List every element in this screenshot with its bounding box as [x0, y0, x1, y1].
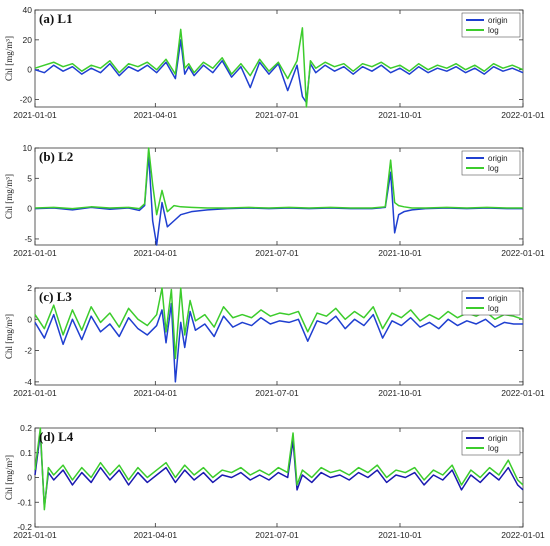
y-tick-label: 0 — [27, 473, 32, 483]
x-tick-label: 2021-07-01 — [255, 530, 299, 540]
x-tick-label: 2021-01-01 — [13, 388, 57, 398]
x-tick-label: 2021-04-01 — [134, 388, 178, 398]
y-axis-label: Chl [mg/m³] — [4, 36, 14, 81]
legend-label-log: log — [488, 444, 499, 453]
y-tick-label: 2 — [27, 283, 32, 293]
x-tick-label: 2021-07-01 — [255, 248, 299, 258]
plot-frame — [34, 427, 524, 528]
y-axis-label: Chl [mg/m³] — [4, 314, 14, 359]
x-tick-label: 2022-01-01 — [501, 388, 545, 398]
series-line-origin — [34, 432, 524, 508]
panel-title: (d) L4 — [39, 429, 74, 444]
x-tick-label: 2022-01-01 — [501, 530, 545, 540]
panel-4: -0.2 -0.1 0 0.1 0.2 2021-01-01 2021-04-01 2021-… — [4, 423, 545, 540]
x-tick-label: 2021-10-01 — [378, 388, 422, 398]
legend-label-origin: origin — [488, 434, 508, 443]
x-tick-label: 2021-04-01 — [134, 110, 178, 120]
panel-2: -5 0 5 10 2021-01-01 2021-04-01 2021-07-01 2021… — [4, 143, 545, 258]
y-tick-label: -20 — [20, 95, 33, 105]
y-tick-label: -5 — [24, 234, 32, 244]
plot-frame — [34, 287, 524, 386]
y-tick-label: -0.1 — [17, 497, 32, 507]
x-tick-label: 2021-04-01 — [134, 530, 178, 540]
y-tick-label: 0 — [27, 204, 32, 214]
y-tick-label: 0 — [27, 65, 32, 75]
y-tick-label: -0.2 — [17, 522, 32, 532]
legend-box — [461, 430, 521, 456]
y-tick-label: 0 — [27, 314, 32, 324]
series-line-log — [34, 27, 524, 108]
panel-title: (b) L2 — [39, 149, 73, 164]
panel-title: (a) L1 — [39, 11, 73, 26]
x-tick-label: 2021-10-01 — [378, 248, 422, 258]
x-tick-label: 2021-07-01 — [255, 388, 299, 398]
legend-box — [461, 290, 521, 316]
series-line-log — [34, 427, 524, 511]
x-tick-label: 2022-01-01 — [501, 110, 545, 120]
y-tick-label: -4 — [24, 377, 32, 387]
y-tick-label: 10 — [23, 143, 33, 153]
x-tick-label: 2021-07-01 — [255, 110, 299, 120]
x-tick-label: 2021-10-01 — [378, 530, 422, 540]
y-tick-label: 20 — [23, 35, 33, 45]
legend-label-origin: origin — [488, 294, 508, 303]
legend-label-log: log — [488, 304, 499, 313]
legend-label-origin: origin — [488, 154, 508, 163]
series-line-log — [34, 147, 523, 216]
x-tick-label: 2021-01-01 — [13, 530, 57, 540]
y-tick-label: -2 — [24, 346, 32, 356]
legend-label-origin: origin — [488, 16, 508, 25]
x-tick-label: 2021-10-01 — [378, 110, 422, 120]
x-tick-label: 2021-01-01 — [13, 248, 57, 258]
plot-frame — [34, 147, 524, 246]
series-line-log — [34, 287, 524, 360]
legend-box — [461, 150, 521, 176]
panel-title: (c) L3 — [39, 289, 72, 304]
series-line-origin — [34, 302, 523, 383]
y-tick-label: 0.2 — [20, 423, 32, 433]
y-axis-label: Chl [mg/m³] — [4, 174, 14, 219]
y-tick-label: 5 — [27, 173, 32, 183]
x-tick-label: 2021-04-01 — [134, 248, 178, 258]
x-tick-label: 2021-01-01 — [13, 110, 57, 120]
legend-box — [461, 12, 521, 38]
panel-1: -20 0 20 40 2021-01-01 2021-04-01 2021-07-01 20… — [4, 5, 545, 120]
plot-frame — [34, 9, 524, 108]
legend-label-log: log — [488, 26, 499, 35]
x-tick-label: 2022-01-01 — [501, 248, 545, 258]
y-tick-label: 0.1 — [20, 448, 32, 458]
panel-3: -4 -2 0 2 2021-01-01 2021-04-01 2021-07-01 2021… — [4, 283, 545, 398]
y-tick-label: 40 — [23, 5, 33, 15]
y-axis-label: Chl [mg/m³] — [4, 455, 14, 500]
legend-label-log: log — [488, 164, 499, 173]
